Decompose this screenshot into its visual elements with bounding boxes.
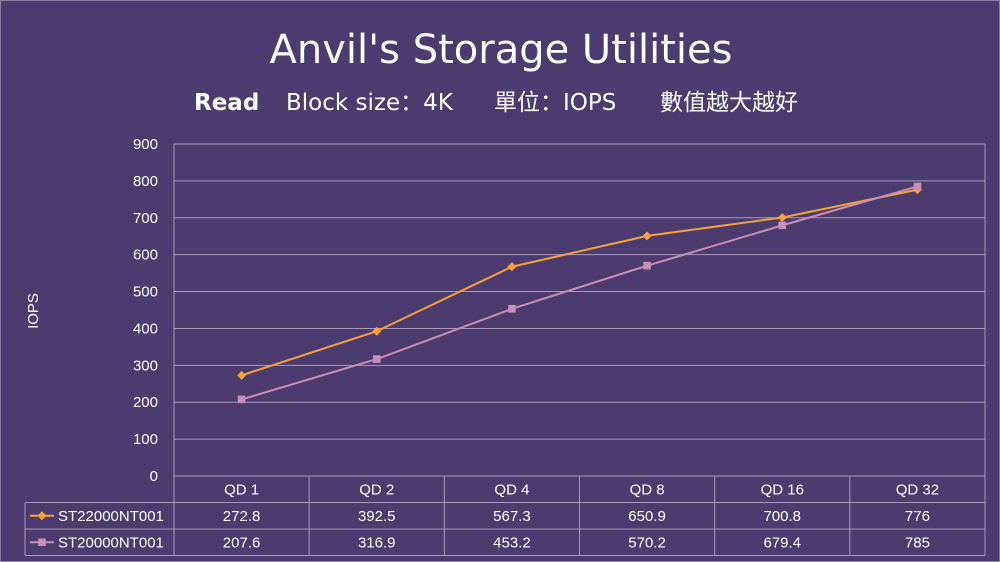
data-label: 567.3 bbox=[493, 508, 531, 525]
y-tick-label: 600 bbox=[133, 247, 158, 264]
legend-label: ST20000NT001 bbox=[58, 534, 164, 551]
y-tick-label: 500 bbox=[133, 284, 158, 301]
gridlines bbox=[174, 143, 985, 440]
y-tick-label: 300 bbox=[133, 357, 158, 374]
data-point bbox=[643, 261, 651, 270]
y-tick-label: 800 bbox=[133, 173, 158, 190]
subtitle-unit: 單位：IOPS bbox=[494, 90, 616, 116]
data-label: 272.8 bbox=[223, 508, 261, 525]
y-axis-label: IOPS bbox=[25, 293, 42, 329]
y-tick-label: 900 bbox=[133, 136, 158, 153]
legend-entry: ST22000NT001 bbox=[30, 508, 164, 525]
data-point bbox=[777, 212, 787, 222]
data-point bbox=[372, 355, 381, 363]
data-label: 453.2 bbox=[493, 534, 531, 551]
legend-marker bbox=[38, 538, 46, 547]
data-point bbox=[237, 395, 246, 404]
x-tick-label: QD 2 bbox=[359, 481, 394, 498]
data-label: 679.4 bbox=[763, 534, 801, 551]
data-label: 776 bbox=[905, 508, 930, 525]
data-point bbox=[237, 370, 247, 380]
series-line bbox=[241, 188, 918, 377]
data-point bbox=[372, 326, 382, 336]
series-lines bbox=[237, 182, 922, 404]
data-point bbox=[778, 221, 787, 230]
x-tick-label: QD 8 bbox=[630, 481, 665, 498]
legend-marker bbox=[37, 511, 47, 521]
data-label: 785 bbox=[905, 534, 930, 551]
y-tick-label: 0 bbox=[150, 468, 158, 485]
subtitle-note: 數值越大越好 bbox=[660, 90, 798, 116]
data-label: 316.9 bbox=[358, 534, 396, 551]
x-tick-label: QD 16 bbox=[761, 481, 804, 498]
data-point bbox=[642, 231, 652, 241]
x-tick-label: QD 1 bbox=[224, 481, 259, 498]
series-ST20000NT001 bbox=[237, 182, 922, 404]
data-label: 207.6 bbox=[223, 534, 261, 551]
data-table: QD 1 QD 2 QD 4 QD 8 QD 16 QD 32 ST22000NT001 27… bbox=[24, 475, 986, 556]
chart-title: Anvil's Storage Utilities bbox=[270, 27, 733, 73]
subtitle-block-size: Block size：4K bbox=[286, 90, 454, 116]
legend-entry: ST20000NT001 bbox=[30, 534, 164, 551]
data-label: 700.8 bbox=[763, 508, 801, 525]
y-tick-label: 100 bbox=[133, 431, 158, 448]
y-tick-label: 400 bbox=[133, 320, 158, 337]
y-tick-label: 700 bbox=[133, 210, 158, 227]
x-tick-label: QD 32 bbox=[896, 481, 939, 498]
data-label: 392.5 bbox=[358, 508, 396, 525]
legend-label: ST22000NT001 bbox=[58, 508, 164, 525]
plot-area bbox=[173, 143, 986, 476]
data-point bbox=[508, 305, 516, 313]
data-point bbox=[913, 182, 922, 191]
data-label: 650.9 bbox=[628, 508, 666, 525]
subtitle-mode: Read bbox=[194, 90, 259, 116]
x-tick-label: QD 4 bbox=[494, 481, 529, 498]
y-tick-label: 200 bbox=[133, 394, 158, 411]
series-line bbox=[241, 185, 918, 401]
data-point bbox=[507, 262, 517, 272]
y-tick-labels: 0 100 200 300 400 500 600 700 800 900 bbox=[133, 136, 158, 485]
data-label: 570.2 bbox=[628, 534, 666, 551]
